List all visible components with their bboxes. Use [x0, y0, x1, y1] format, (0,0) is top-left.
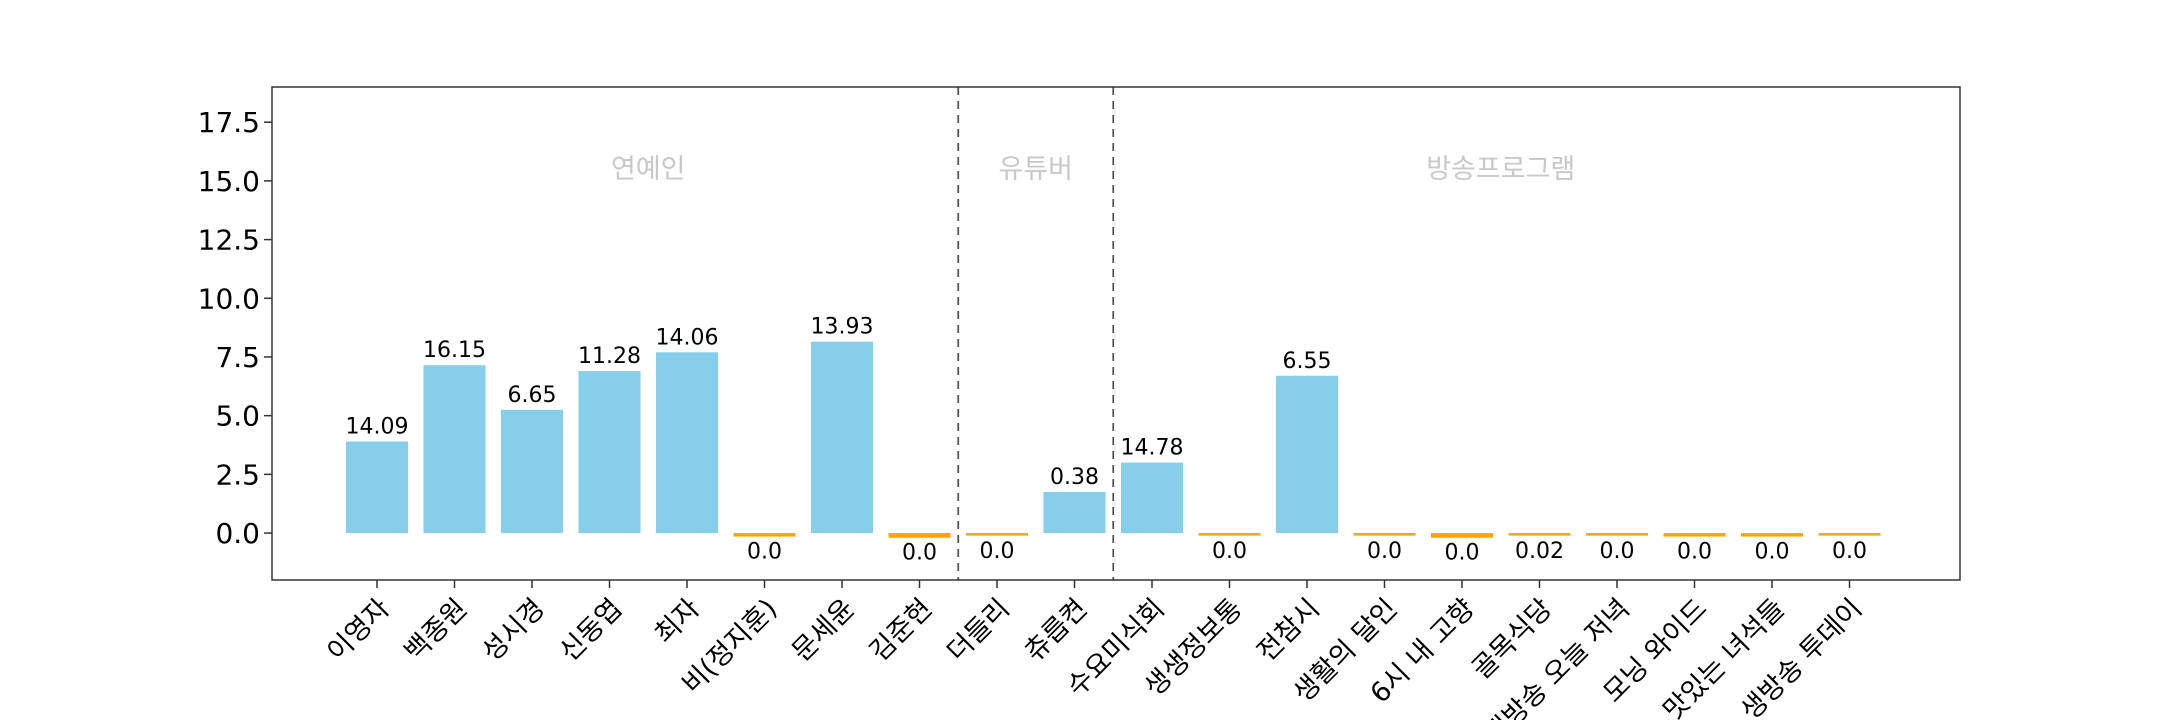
bar: [578, 371, 641, 534]
y-tick-label: 2.5: [215, 458, 260, 491]
y-tick-label: 7.5: [215, 341, 260, 374]
bar: [1121, 462, 1183, 534]
y-tick-label: 5.0: [215, 400, 260, 433]
y-tick-label: 15.0: [198, 165, 260, 198]
x-category-label: 김준현: [864, 593, 939, 668]
bar: [1818, 533, 1881, 536]
bar: [1508, 533, 1571, 536]
bar-value-label: 0.02: [1515, 539, 1564, 564]
x-category-label: 최자: [649, 593, 706, 650]
bar: [1431, 533, 1493, 538]
bar: [811, 341, 873, 534]
category-labels: 이영자 백종원 성시경 신동엽 최자비(정지훈) 문세윤 김준현 더들리 츄릅켠수요미식회생생정…: [321, 580, 1868, 725]
group-label: 방송프로그램: [1426, 154, 1575, 185]
x-category-label: 전참시: [1251, 593, 1326, 668]
group-label: 연예인: [611, 154, 686, 185]
bar: [346, 441, 408, 534]
bar-value-label: 0.0: [1755, 540, 1790, 565]
bar: [1043, 491, 1106, 534]
y-tick-label: 10.0: [198, 282, 260, 315]
bar-value-label: 0.38: [1050, 465, 1099, 490]
bar: [1663, 533, 1726, 537]
bar: [1276, 375, 1338, 534]
x-category-label: 츄릅켠: [1019, 593, 1094, 668]
x-category-label: 문세윤: [786, 593, 861, 668]
bar-value-label: 0.0: [747, 540, 782, 565]
value-labels: 14.09 16.15 6.65 11.28 14.06 0.0 13.93 0.0 0.0 0.…: [346, 315, 1867, 566]
bar-value-label: 6.65: [508, 383, 557, 408]
bar: [1741, 533, 1803, 537]
plot-frame: [271, 86, 1961, 581]
bar-value-label: 14.06: [656, 325, 719, 350]
bar: [656, 352, 718, 534]
y-tick-label: 12.5: [198, 224, 260, 257]
bar-value-label: 0.0: [902, 541, 937, 566]
bar: [733, 533, 796, 537]
bar: [423, 365, 486, 534]
bar-value-label: 0.0: [1600, 539, 1635, 564]
bar: [501, 409, 563, 534]
x-category-label: 더들리: [941, 593, 1016, 668]
bar-value-label: 16.15: [423, 338, 486, 363]
bar-value-label: 14.09: [346, 414, 409, 439]
x-category-label: 이영자: [321, 593, 396, 668]
y-tick-label: 17.5: [198, 106, 260, 139]
bar-value-label: 0.0: [1677, 540, 1712, 565]
bars-layer: [346, 341, 1881, 538]
y-tick-label: 0.0: [215, 517, 260, 550]
bar-value-label: 0.0: [1832, 539, 1867, 564]
bar-value-label: 14.78: [1121, 436, 1184, 461]
bar: [1586, 533, 1648, 536]
bar-value-label: 11.28: [578, 344, 641, 369]
bar: [888, 533, 951, 538]
bar: [1353, 533, 1416, 536]
group-labels: 연예인 유튜버 방송프로그램: [611, 154, 1575, 185]
group-label: 유튜버: [998, 154, 1073, 185]
bar: [1198, 533, 1261, 536]
bar: [966, 533, 1028, 536]
bar-value-label: 0.0: [980, 539, 1015, 564]
bar-value-label: 6.55: [1283, 349, 1332, 374]
bar-value-label: 13.93: [811, 315, 874, 340]
y-axis-ticks: 0.0 2.5 5.0 7.5 10.0 12.5 15.0 17.5: [198, 106, 272, 550]
group-dividers: [957, 87, 1115, 580]
bar-value-label: 0.0: [1212, 539, 1247, 564]
bar-value-label: 0.0: [1445, 541, 1480, 566]
x-category-label: 성시경: [476, 593, 551, 668]
x-category-label: 신동엽: [554, 593, 629, 668]
bar-value-label: 0.0: [1367, 539, 1402, 564]
x-category-label: 백종원: [399, 593, 474, 668]
